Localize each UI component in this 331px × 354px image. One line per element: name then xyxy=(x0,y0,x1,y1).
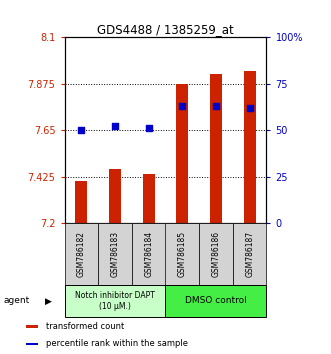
Bar xyxy=(233,223,266,285)
Bar xyxy=(199,223,233,285)
Text: agent: agent xyxy=(3,296,29,306)
Text: ▶: ▶ xyxy=(45,296,52,306)
Title: GDS4488 / 1385259_at: GDS4488 / 1385259_at xyxy=(97,23,234,36)
Bar xyxy=(98,223,132,285)
Text: GSM786183: GSM786183 xyxy=(111,231,119,277)
Point xyxy=(247,105,252,110)
Text: GSM786185: GSM786185 xyxy=(178,231,187,277)
Bar xyxy=(132,223,166,285)
Bar xyxy=(65,285,166,317)
Text: GSM786182: GSM786182 xyxy=(77,231,86,277)
Bar xyxy=(166,285,266,317)
Text: GSM786184: GSM786184 xyxy=(144,231,153,277)
Point xyxy=(213,103,218,109)
Text: percentile rank within the sample: percentile rank within the sample xyxy=(46,339,188,348)
Text: Notch inhibitor DAPT
(10 μM.): Notch inhibitor DAPT (10 μM.) xyxy=(75,291,155,310)
Point xyxy=(180,103,185,109)
Bar xyxy=(244,71,256,223)
Bar xyxy=(26,343,38,345)
Text: DMSO control: DMSO control xyxy=(185,296,247,306)
Text: GSM786187: GSM786187 xyxy=(245,231,254,277)
Text: transformed count: transformed count xyxy=(46,322,125,331)
Bar xyxy=(75,181,87,223)
Bar xyxy=(176,84,188,223)
Bar xyxy=(210,74,222,223)
Point xyxy=(112,124,118,129)
Point xyxy=(146,125,151,131)
Bar xyxy=(26,325,38,327)
Point xyxy=(79,127,84,133)
Bar xyxy=(166,223,199,285)
Text: GSM786186: GSM786186 xyxy=(212,231,220,277)
Bar xyxy=(65,223,98,285)
Bar xyxy=(109,169,121,223)
Bar xyxy=(143,175,155,223)
